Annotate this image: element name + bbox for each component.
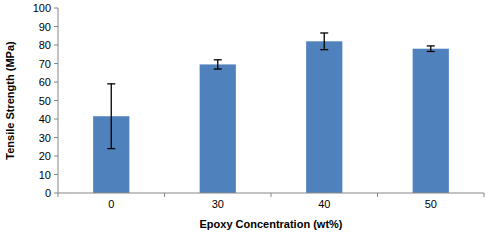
- y-tick-label: 100: [33, 2, 51, 14]
- x-tick-label: 0: [108, 198, 114, 210]
- y-tick: [54, 137, 58, 138]
- error-cap: [107, 148, 115, 149]
- y-tick: [54, 8, 58, 9]
- x-tick-divider: [377, 193, 378, 197]
- y-axis-title: Tensile Strength (MPa): [4, 41, 16, 160]
- x-tick-label: 30: [212, 198, 224, 210]
- error-stem: [324, 33, 325, 50]
- bars: [93, 33, 449, 193]
- error-bar: [107, 84, 115, 149]
- error-cap: [214, 68, 222, 69]
- y-axis: [58, 8, 59, 193]
- y-tick-label: 60: [39, 76, 51, 88]
- error-cap: [214, 59, 222, 60]
- x-tick-divider: [58, 193, 59, 197]
- error-bar: [320, 33, 328, 50]
- error-cap: [427, 45, 435, 46]
- x-tick-label: 40: [318, 198, 330, 210]
- error-stem: [111, 84, 112, 149]
- y-tick-label: 20: [39, 150, 51, 162]
- error-cap: [320, 32, 328, 33]
- error-cap: [320, 49, 328, 50]
- y-tick-label: 0: [45, 187, 51, 199]
- error-stem: [430, 46, 431, 52]
- y-tick: [54, 26, 58, 27]
- chart-root: 0 10 20 30 40 50 60 70 80 90 100 0 30 40 50 Epoxy Conce…: [0, 0, 488, 244]
- y-tick: [54, 45, 58, 46]
- chart-svg: 0 10 20 30 40 50 60 70 80 90 100 0 30 40 50 Epoxy Conce…: [0, 0, 488, 244]
- bar: [200, 64, 236, 193]
- y-tick-label: 10: [39, 169, 51, 181]
- error-stem: [217, 60, 218, 69]
- bar: [306, 41, 342, 193]
- y-tick: [54, 193, 58, 194]
- error-cap: [107, 83, 115, 84]
- x-tick-divider: [164, 193, 165, 197]
- y-tick: [54, 82, 58, 83]
- x-axis-title: Epoxy Concentration (wt%): [199, 218, 342, 230]
- error-cap: [427, 51, 435, 52]
- bar: [413, 49, 449, 193]
- error-bar: [214, 60, 222, 69]
- y-tick: [54, 156, 58, 157]
- y-tick: [54, 119, 58, 120]
- error-bar: [427, 46, 435, 52]
- x-tick-divider: [271, 193, 272, 197]
- x-tick-label: 50: [425, 198, 437, 210]
- y-tick-label: 30: [39, 132, 51, 144]
- y-tick-label: 40: [39, 113, 51, 125]
- y-tick-label: 90: [39, 21, 51, 33]
- y-tick-label: 70: [39, 58, 51, 70]
- y-tick: [54, 174, 58, 175]
- x-tick-divider: [484, 193, 485, 197]
- y-tick-label: 50: [39, 95, 51, 107]
- y-tick-label: 80: [39, 39, 51, 51]
- y-tick: [54, 63, 58, 64]
- y-tick: [54, 100, 58, 101]
